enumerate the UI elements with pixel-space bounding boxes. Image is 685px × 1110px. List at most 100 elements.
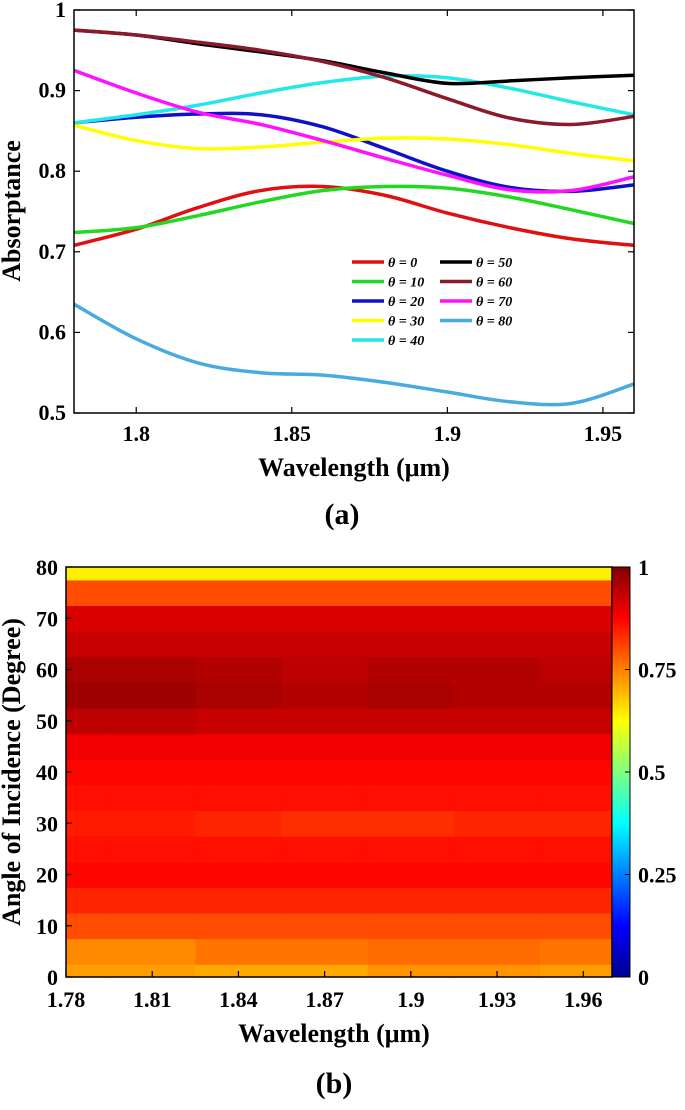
heatmap-cell (66, 964, 110, 978)
heatmap-cell (281, 784, 369, 812)
heatmap-cell (66, 707, 110, 735)
y-tick-label: 10 (36, 914, 58, 939)
heatmap-cell (453, 707, 541, 735)
heatmap-cell (453, 682, 541, 709)
heatmap-cell (367, 707, 455, 735)
heatmap-cell (195, 707, 283, 735)
heatmap-cell (453, 605, 541, 632)
heatmap-cell (367, 656, 455, 683)
heatmap-cell (109, 938, 196, 965)
heatmap-cell (195, 631, 283, 658)
heatmap-cell (195, 938, 283, 965)
heatmap-cell (66, 759, 110, 786)
heatmap-cell (66, 733, 110, 760)
heatmap-cell (109, 631, 196, 658)
heatmap-cell (195, 567, 283, 581)
heatmap-cell (66, 605, 110, 632)
legend-label-7: θ = 70 (476, 295, 512, 310)
x-tick-label: 1.87 (305, 987, 344, 1012)
y-tick-label: 30 (36, 811, 58, 836)
series-line-1 (74, 184, 634, 235)
heatmap-cell (109, 810, 196, 837)
heatmap-cell (367, 733, 455, 760)
heatmap-cell (540, 759, 613, 786)
colorbar-tick-label: 0.75 (638, 658, 677, 683)
heatmap-cell (281, 579, 369, 607)
heatmap-cell (367, 759, 455, 786)
heatmap-cell (367, 605, 455, 632)
heatmap-cells (66, 567, 613, 978)
heatmap-cell (367, 887, 455, 914)
x-tick-label: 1.9 (434, 421, 462, 446)
y-tick-label: 60 (36, 658, 58, 683)
heatmap-cell (195, 656, 283, 683)
legend-label-1: θ = 10 (388, 276, 424, 291)
x-tick-label: 1.96 (564, 987, 603, 1012)
heatmap-cell (66, 836, 110, 863)
y-tick-label: 80 (36, 555, 58, 580)
heatmap-cell (66, 938, 110, 965)
heatmap-cell (109, 605, 196, 632)
heatmap-cell (453, 964, 541, 978)
heatmap-cell (367, 682, 455, 709)
heatmap-cell (66, 861, 110, 888)
legend-label-8: θ = 80 (476, 315, 512, 330)
y-tick-label: 0.9 (39, 78, 67, 103)
heatmap-cell (109, 861, 196, 888)
heatmap-cell (281, 759, 369, 786)
heatmap-cell (66, 656, 110, 683)
heatmap-cell (109, 887, 196, 914)
x-tick-label: 1.78 (47, 987, 86, 1012)
heatmap-cell (66, 887, 110, 914)
heatmap-cell (109, 912, 196, 940)
y-tick-label: 70 (36, 606, 58, 631)
heatmap-cell (66, 810, 110, 837)
heatmap-cell (109, 579, 196, 607)
heatmap-cell (66, 912, 110, 940)
heatmap-cell (367, 964, 455, 978)
heatmap-cell (195, 810, 283, 837)
heatmap-cell (540, 836, 613, 863)
y-tick-label: 0 (47, 965, 58, 990)
legend-label-0: θ = 0 (388, 256, 417, 271)
heatmap-cell (195, 605, 283, 632)
heatmap-cell (281, 912, 369, 940)
x-ticks-a: 1.8 1.85 1.9 1.95 (122, 10, 622, 446)
heatmap-cell (453, 759, 541, 786)
y-tick-label: 0.5 (39, 400, 67, 425)
heatmap-cell (109, 682, 196, 709)
heatmap-cell (453, 836, 541, 863)
heatmap-cell (540, 567, 613, 581)
heatmap-cell (109, 567, 196, 581)
heatmap-cell (367, 810, 455, 837)
colorbar-tick-label: 0.5 (638, 760, 666, 785)
heatmap-cell (540, 707, 613, 735)
heatmap-cell (540, 631, 613, 658)
heatmap-cell (367, 861, 455, 888)
panel-label-b: (b) (316, 1067, 353, 1100)
heatmap-cell (109, 759, 196, 786)
heatmap-cell (66, 784, 110, 812)
heatmap-cell (109, 836, 196, 863)
series-line-7 (74, 68, 634, 194)
heatmap-cell (540, 784, 613, 812)
colorbar-tick-label: 0 (638, 965, 649, 990)
heatmap-cell (281, 836, 369, 863)
heatmap-cell (453, 810, 541, 837)
axes-box-a (73, 9, 635, 414)
heatmap-cell (281, 707, 369, 735)
heatmap-cell (281, 964, 369, 978)
heatmap-cell (367, 938, 455, 965)
heatmap-cell (66, 567, 110, 581)
heatmap-cell (109, 733, 196, 760)
heatmap-cell (281, 605, 369, 632)
heatmap-cell (540, 861, 613, 888)
heatmap-cell (281, 631, 369, 658)
heatmap-cell (367, 836, 455, 863)
heatmap-cell (453, 656, 541, 683)
heatmap-cell (453, 567, 541, 581)
panel-label-a: (a) (325, 498, 360, 531)
colorbar-tick-label: 1 (638, 555, 649, 580)
series-line-8 (74, 302, 634, 407)
